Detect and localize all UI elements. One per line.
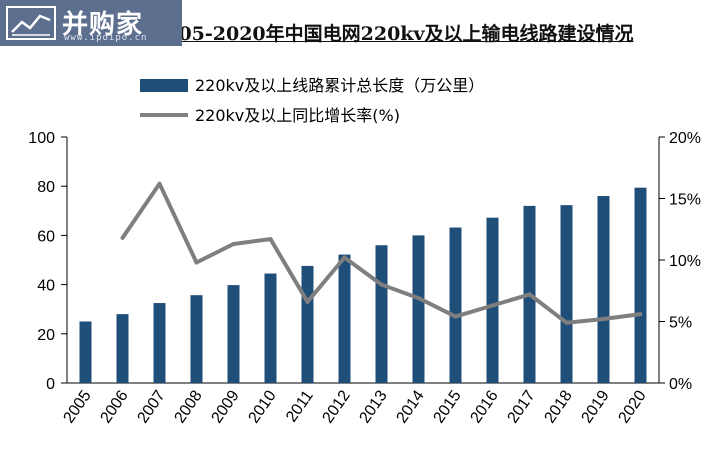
growth-point-2006 <box>120 235 125 240</box>
y-right-tick-label: 15% <box>669 192 701 209</box>
growth-point-2009 <box>231 242 236 247</box>
bar-2007 <box>153 303 166 383</box>
axes: 0 20 40 60 80 100 0% 5% 10% 15% 20% <box>28 130 701 393</box>
y-left-tick-label: 100 <box>28 130 55 147</box>
bar-series <box>79 187 647 383</box>
y-left-tick-label: 80 <box>37 179 55 196</box>
y-left-tick-label: 40 <box>37 278 55 295</box>
logo-text: 并购家 <box>62 10 144 40</box>
x-tick-label-2017: 2017 <box>504 387 538 426</box>
y-left-tick-label: 20 <box>37 327 55 344</box>
line-series <box>120 181 643 325</box>
x-tick-label-2010: 2010 <box>245 387 279 426</box>
x-tick-label-2013: 2013 <box>356 387 390 426</box>
y-right-tick-label: 0% <box>669 376 692 393</box>
growth-point-2016 <box>490 303 495 308</box>
y-right-tick-label: 5% <box>669 315 692 332</box>
bar-2009 <box>227 285 240 383</box>
bar-2013 <box>375 245 388 383</box>
x-tick-label-2016: 2016 <box>467 387 501 426</box>
x-tick-label-2008: 2008 <box>171 387 205 426</box>
x-axis-ticks: 2005 2006 2007 2008 2009 2010 2011 2012 2013 2014… <box>60 387 649 426</box>
bar-2018 <box>560 205 573 383</box>
growth-point-2011 <box>305 299 310 304</box>
x-tick-label-2018: 2018 <box>541 387 575 426</box>
bar-2011 <box>301 265 314 383</box>
y-left-tick-label: 60 <box>37 228 55 245</box>
x-tick-label-2009: 2009 <box>208 387 242 426</box>
x-tick-label-2014: 2014 <box>393 387 427 426</box>
growth-point-2019 <box>601 317 606 322</box>
x-tick-label-2006: 2006 <box>97 387 131 426</box>
growth-point-2018 <box>564 320 569 325</box>
growth-point-2017 <box>527 292 532 297</box>
y-right-tick-label: 10% <box>669 253 701 270</box>
x-tick-label-2012: 2012 <box>319 387 353 426</box>
growth-point-2014 <box>416 296 421 301</box>
x-tick-label-2019: 2019 <box>578 387 612 426</box>
legend: 220kv及以上线路累计总长度（万公里） 220kv及以上同比增长率(%) <box>140 76 484 125</box>
growth-point-2008 <box>194 260 199 265</box>
legend-swatch-bar <box>140 79 188 92</box>
bar-2010 <box>264 273 277 383</box>
chart-title: 2005-2020年中国电网220kv及以上输电线路建设情况 <box>152 23 634 45</box>
growth-point-2013 <box>379 282 384 287</box>
title-area: 2005-2020年中国电网220kv及以上输电线路建设情况 并购家 www.i… <box>0 0 724 48</box>
growth-point-2012 <box>342 255 347 260</box>
growth-point-2007 <box>157 181 162 186</box>
growth-point-2015 <box>453 314 458 319</box>
bar-2014 <box>412 235 425 383</box>
x-tick-label-2015: 2015 <box>430 387 464 426</box>
growth-point-2010 <box>268 237 273 242</box>
bar-2020 <box>634 187 647 383</box>
legend-label-bar: 220kv及以上线路累计总长度（万公里） <box>195 76 484 95</box>
logo-url: www.ipoipo.cn <box>64 33 148 43</box>
growth-point-2020 <box>638 312 643 317</box>
y-right-tick-label: 20% <box>669 130 701 147</box>
bar-2005 <box>79 321 92 383</box>
bar-2019 <box>597 196 610 383</box>
bar-2012 <box>338 254 351 383</box>
y-left-tick-label: 0 <box>46 376 55 393</box>
bar-2008 <box>190 295 203 383</box>
x-tick-label-2020: 2020 <box>615 387 649 426</box>
bar-2015 <box>449 227 462 383</box>
bar-2006 <box>116 314 129 383</box>
bar-2016 <box>486 217 499 383</box>
watermark-logo: 并购家 www.ipoipo.cn <box>0 0 182 46</box>
chart-logo-icon <box>6 6 56 40</box>
legend-label-line: 220kv及以上同比增长率(%) <box>195 106 400 125</box>
x-tick-label-2005: 2005 <box>60 387 94 426</box>
x-tick-label-2007: 2007 <box>134 387 168 426</box>
x-tick-label-2011: 2011 <box>283 387 317 425</box>
